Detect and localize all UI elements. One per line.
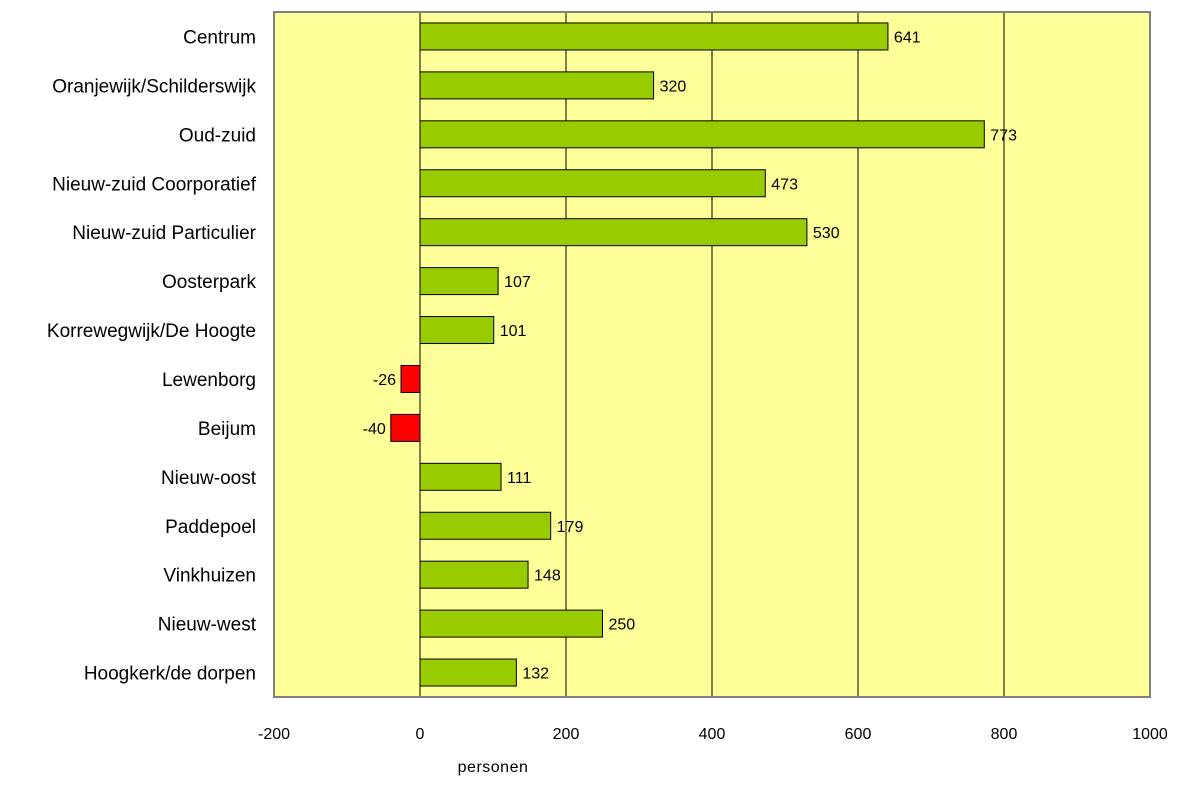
- bar-korrewegwijk-de-hoogte: [419, 316, 495, 345]
- bar-vinkhuizen: [419, 560, 529, 589]
- data-label-nieuw-zuid-coorporatief: 473: [771, 176, 798, 193]
- x-axis-title: personen: [458, 759, 529, 776]
- bar-hoogkerk-de-dorpen: [419, 658, 517, 687]
- category-label-paddepoel: Paddepoel: [165, 517, 256, 538]
- category-label-oranjewijk-schilderswijk: Oranjewijk/Schilderswijk: [52, 76, 256, 97]
- category-label-beijum: Beijum: [198, 419, 256, 440]
- data-label-beijum: -40: [363, 421, 386, 438]
- category-label-oosterpark: Oosterpark: [162, 272, 256, 293]
- category-labels: Centrum Oranjewijk/Schilderswijk Oud-zuid N…: [47, 27, 257, 684]
- category-label-nieuw-zuid-particulier: Nieuw-zuid Particulier: [72, 223, 256, 244]
- bar-beijum: [390, 413, 421, 442]
- x-tick-label-800: 800: [991, 726, 1018, 743]
- data-label-paddepoel: 179: [557, 519, 584, 536]
- bar-nieuw-zuid-coorporatief: [419, 169, 766, 198]
- data-label-oud-zuid: 773: [990, 127, 1017, 144]
- bar-centrum: [419, 22, 889, 51]
- bar-nieuw-oost: [419, 462, 502, 491]
- bar-oud-zuid: [419, 120, 985, 149]
- category-label-nieuw-west: Nieuw-west: [158, 615, 257, 636]
- category-label-hoogkerk-de-dorpen: Hoogkerk/de dorpen: [84, 664, 256, 685]
- category-label-nieuw-oost: Nieuw-oost: [161, 468, 257, 489]
- category-label-centrum: Centrum: [183, 27, 256, 48]
- bar-nieuw-west: [419, 609, 603, 638]
- bar-oranjewijk-schilderswijk: [419, 71, 655, 100]
- category-label-oud-zuid: Oud-zuid: [179, 125, 256, 146]
- bar-nieuw-zuid-particulier: [419, 218, 808, 247]
- data-label-hoogkerk-de-dorpen: 132: [522, 666, 549, 683]
- plot-border: [273, 11, 1151, 698]
- data-label-nieuw-zuid-particulier: 530: [813, 225, 840, 242]
- category-label-vinkhuizen: Vinkhuizen: [163, 566, 256, 587]
- bar-oosterpark: [419, 267, 499, 296]
- x-tick-label-400: 400: [699, 726, 726, 743]
- bar-lewenborg: [400, 364, 421, 393]
- x-tick-labels: -200 0 200 400 600 800 1000: [258, 726, 1168, 743]
- category-label-korrewegwijk-de-hoogte: Korrewegwijk/De Hoogte: [47, 321, 256, 342]
- data-label-oosterpark: 107: [504, 274, 531, 291]
- x-tick-label-0: 0: [416, 726, 425, 743]
- data-label-nieuw-oost: 111: [507, 470, 531, 487]
- bar-paddepoel: [419, 511, 552, 540]
- data-label-korrewegwijk-de-hoogte: 101: [500, 323, 527, 340]
- data-labels: 641 320 773 473 530 107 101 -26 -40 111 179 148 250 1…: [363, 29, 1017, 682]
- category-label-lewenborg: Lewenborg: [162, 370, 256, 391]
- data-label-oranjewijk-schilderswijk: 320: [660, 78, 687, 95]
- data-label-centrum: 641: [894, 29, 921, 46]
- x-tick-label-1000: 1000: [1132, 726, 1168, 743]
- x-tick-label-600: 600: [845, 726, 872, 743]
- data-label-lewenborg: -26: [373, 372, 396, 389]
- x-tick-label-200: 200: [553, 726, 580, 743]
- category-label-nieuw-zuid-coorporatief: Nieuw-zuid Coorporatief: [52, 174, 257, 195]
- data-label-nieuw-west: 250: [609, 617, 636, 634]
- x-tick-label-neg200: -200: [258, 726, 290, 743]
- data-label-vinkhuizen: 148: [534, 568, 561, 585]
- bars: [390, 22, 985, 687]
